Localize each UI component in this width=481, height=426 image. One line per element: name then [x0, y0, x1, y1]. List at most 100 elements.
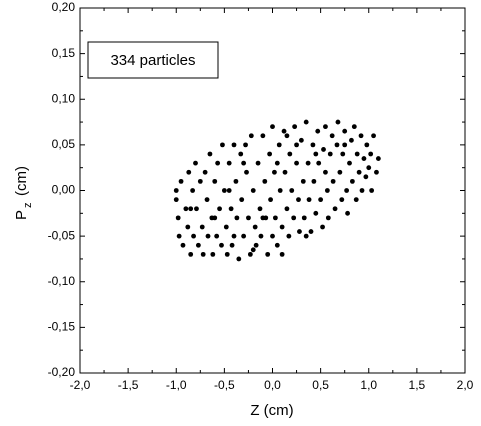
particle: [313, 151, 319, 157]
particle: [274, 242, 280, 248]
x-tick-label: -2,0: [70, 378, 91, 392]
particle: [330, 178, 336, 184]
particle: [327, 151, 333, 157]
particle: [268, 197, 273, 203]
particle: [281, 128, 287, 134]
particle: [210, 251, 216, 257]
particle: [294, 160, 299, 166]
annotation-box: [87, 41, 219, 79]
particle: [186, 169, 192, 175]
y-tick-label: 0,10: [52, 91, 76, 105]
particle: [265, 251, 271, 257]
particle: [313, 210, 319, 216]
particle: [303, 233, 309, 239]
particle: [323, 124, 328, 130]
particle: [337, 169, 343, 175]
particle: [185, 224, 191, 230]
particle: [205, 233, 211, 239]
particle: [224, 251, 230, 257]
y-axis-label-unit: (cm): [13, 166, 30, 196]
particle: [212, 215, 218, 221]
x-tick-label: -1,5: [118, 378, 139, 392]
particle: [361, 156, 367, 161]
particle: [258, 233, 264, 239]
y-tick-label: -0,10: [48, 274, 76, 288]
particle: [202, 169, 208, 175]
particle: [318, 197, 324, 203]
particle: [272, 215, 278, 221]
particle: [323, 169, 328, 175]
particle: [219, 242, 224, 248]
particle: [221, 188, 227, 193]
particle: [364, 142, 370, 148]
particle: [178, 178, 184, 184]
particle: [344, 188, 350, 193]
particle: [300, 178, 306, 184]
particle: [316, 160, 322, 166]
particle: [334, 142, 340, 148]
y-tick-label: 0,20: [52, 0, 76, 14]
particle: [241, 160, 247, 166]
particle: [270, 233, 275, 239]
particle: [231, 142, 237, 148]
particle: [274, 160, 280, 166]
particle: [315, 128, 321, 134]
particle: [229, 242, 235, 248]
particle: [349, 178, 355, 184]
particle: [276, 142, 282, 148]
particle: [262, 178, 268, 184]
particle: [191, 233, 196, 239]
particle: [363, 174, 369, 180]
particle: [305, 160, 311, 166]
particle: [200, 251, 206, 257]
particle: [250, 247, 256, 253]
particle: [173, 188, 179, 193]
particle: [349, 137, 354, 143]
particle: [194, 206, 199, 212]
x-tick-label: 1,0: [360, 378, 377, 392]
y-tick-label: -0,20: [48, 365, 76, 379]
x-tick-label: 0,5: [312, 378, 329, 392]
particle: [279, 224, 285, 230]
particle: [329, 133, 335, 139]
particle: [306, 197, 312, 203]
particle: [188, 251, 194, 257]
particle: [228, 206, 234, 212]
particle: [233, 178, 239, 184]
particle: [303, 119, 309, 125]
particle: [180, 242, 186, 248]
particle: [238, 151, 244, 157]
particle: [279, 251, 285, 257]
particle: [252, 224, 258, 230]
particle: [272, 169, 277, 175]
particle: [248, 133, 254, 139]
particle: [321, 147, 326, 152]
particle: [226, 188, 232, 193]
particle: [234, 215, 240, 221]
particle: [369, 188, 375, 193]
particle: [257, 206, 263, 212]
particle: [353, 197, 359, 203]
particle: [236, 256, 242, 262]
particle: [250, 188, 256, 193]
particle: [217, 206, 222, 212]
particle: [183, 206, 189, 212]
particle: [239, 197, 245, 203]
particle: [195, 242, 201, 248]
particle: [284, 206, 290, 212]
x-tick-label: 2,0: [457, 378, 474, 392]
x-tick-label: -1,0: [166, 378, 187, 392]
particle: [286, 233, 292, 239]
particle: [291, 215, 297, 221]
particle: [173, 197, 179, 203]
x-tick-label: 1,5: [409, 378, 426, 392]
particle: [284, 133, 290, 139]
particle: [204, 197, 210, 203]
particle: [368, 151, 374, 157]
particle: [375, 156, 381, 161]
particle: [342, 142, 348, 148]
x-tick-label: 0,0: [264, 378, 281, 392]
particle: [220, 142, 225, 148]
particle: [347, 160, 352, 166]
particle: [223, 224, 229, 230]
